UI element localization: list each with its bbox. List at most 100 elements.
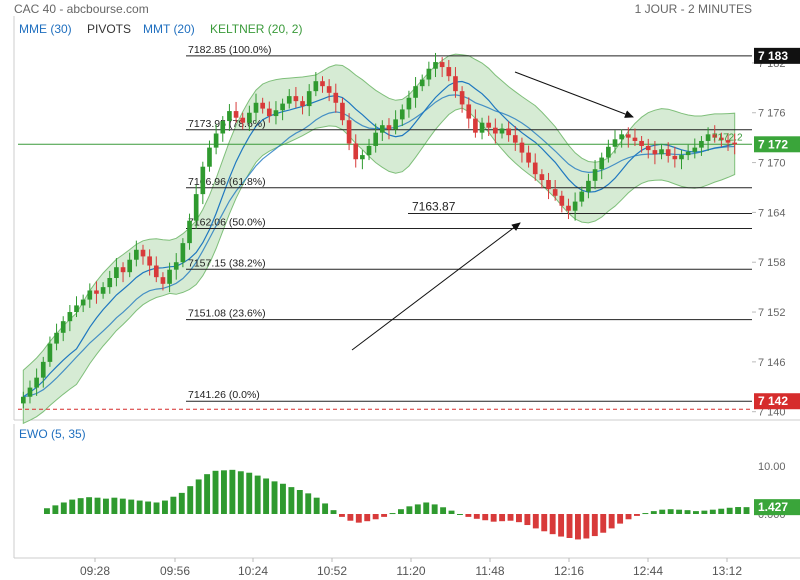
price-badge-low-bg [754,393,800,410]
ewo-bar [701,510,708,514]
ewo-bar [676,509,683,514]
candle-body [80,299,86,306]
candle-body [685,151,691,156]
fib-level-label: 7162.06 (50.0%) [188,217,266,229]
x-tick-label: 13:12 [712,564,742,578]
ewo-bar [212,470,219,514]
ewo-bar [684,510,691,514]
candle-body [193,194,199,221]
ewo-badge-bg [754,499,800,516]
ewo-bar [693,511,699,514]
trend-arrow-down [514,71,634,118]
candle-body [406,97,412,110]
ewo-bar [743,507,750,514]
candle-body [100,287,106,294]
ewo-bar [440,507,447,514]
candle-body [719,137,724,141]
y-tick-label: 7 164 [758,207,786,219]
annotation-label: 7163.87 [412,199,456,213]
legend-mme[interactable]: MME (30) [19,22,72,36]
candle-body [559,195,565,206]
candle-body [725,140,731,143]
ewo-bar [516,514,522,523]
candle-body [373,132,379,146]
ewo-bar [69,499,76,514]
keltner-band [22,53,736,425]
ewo-legend[interactable]: EWO (5, 35) [19,427,86,441]
ewo-bar [431,504,438,514]
ewo-bar [541,514,548,532]
price-badge-last: 7 172 [758,137,788,151]
ewo-bar [490,514,497,522]
ewo-bar [204,474,211,514]
candle-body [94,290,99,294]
ewo-bar [170,496,177,514]
ewo-bar [524,514,531,526]
y-tick-label: 7 152 [758,307,786,319]
candle-body [127,259,133,273]
candle-body [672,155,678,160]
candle-body [253,102,259,113]
candle-body [173,262,179,270]
candle-body [612,139,618,147]
fib-level-label: 7166.96 (61.8%) [188,176,266,188]
ewo-bar [617,514,624,524]
ewo-bar [465,514,472,517]
ewo-bar [288,487,295,514]
chart-title: CAC 40 - abcbourse.com [14,2,149,16]
ewo-bar [423,502,430,514]
timeframe-label[interactable]: 1 JOUR - 2 MINUTES [634,2,752,16]
ewo-bar [339,514,345,517]
legend-keltner[interactable]: KELTNER (20, 2) [210,22,303,36]
candle-body [699,140,704,148]
ewo-bar [237,471,244,514]
candle-body [147,256,152,266]
ewo-bar [650,511,657,514]
candle-body [160,277,166,284]
ewo-bar [254,475,261,514]
ewo-bar [128,499,135,514]
candle-body [639,140,644,146]
ewo-bar [119,498,126,514]
candle-body [60,321,66,333]
candle-body [659,149,664,155]
x-tick-label: 09:56 [160,564,190,578]
ewo-bar [94,497,101,514]
ewo-bar [364,514,371,522]
candle-body [200,166,206,195]
x-tick-label: 12:16 [554,564,584,578]
price-badge-high-bg [754,47,800,64]
candle-body [340,102,345,121]
ewo-bar [566,514,573,538]
candle-body [426,68,432,80]
candle-body [40,361,46,378]
candle-body [74,305,79,313]
ewo-bar [178,492,185,514]
y-tick-label: 7 158 [758,257,786,269]
ewo-bar [735,507,742,514]
ewo-bar [600,514,607,533]
y-tick-label: 7 140 [758,407,786,419]
candle-body [240,117,246,123]
ewo-bar [414,504,421,514]
candle-body [114,267,119,278]
candle-body [572,201,578,211]
price-badge-high: 7 183 [758,49,788,63]
fib-level-label: 7173.95 (78.6%) [188,118,266,130]
ewo-bar [381,514,388,517]
fib-level-label: 7141.26 (0.0%) [188,389,260,401]
candle-body [453,76,458,92]
ewo-bar [355,514,362,523]
legend-pivots[interactable]: PIVOTS [87,22,132,36]
candle-body [526,152,531,163]
candle-body [652,150,658,155]
y-tick-label: 7 146 [758,357,786,369]
ewo-bar [532,514,539,529]
candle-body [439,62,445,68]
candle-body [512,135,518,143]
ewo-bar [448,510,455,514]
candle-body [213,133,219,148]
candle-body [566,205,571,211]
legend-mmt[interactable]: MMT (20) [143,22,195,36]
